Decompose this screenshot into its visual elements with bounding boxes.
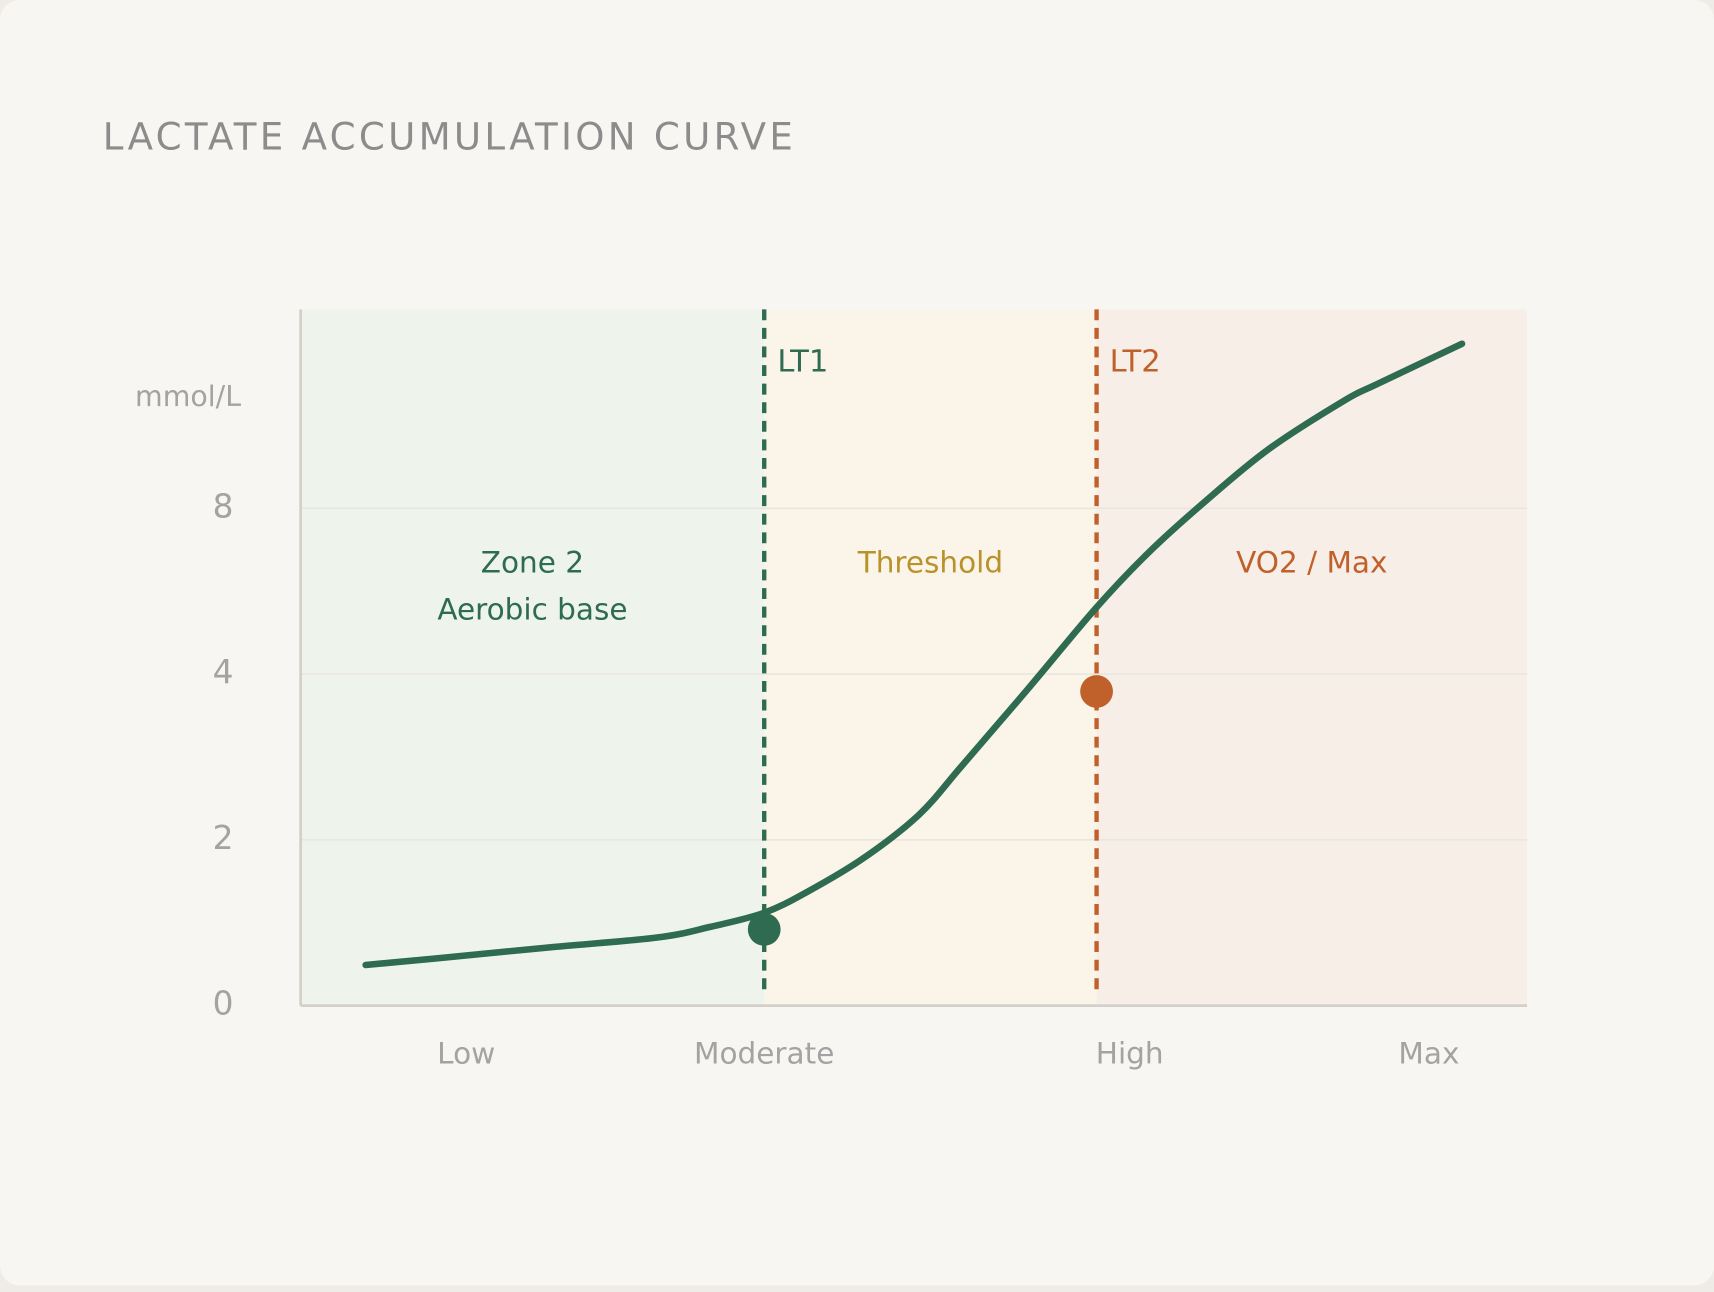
x-tick-label: Low — [437, 1036, 495, 1070]
threshold-label: LT2 — [1110, 344, 1161, 379]
zone — [300, 309, 765, 1006]
y-tick-label: 0 — [213, 985, 234, 1023]
threshold-point — [1080, 675, 1113, 708]
threshold-point — [747, 912, 781, 946]
threshold-label: LT1 — [777, 344, 828, 379]
zone-label: Zone 2 — [481, 546, 584, 580]
zone — [764, 309, 1097, 1006]
y-tick-label: 8 — [213, 487, 234, 525]
zone-label: Threshold — [857, 546, 1003, 580]
y-tick-label: 2 — [213, 819, 234, 857]
y-tick-label: 4 — [213, 653, 234, 691]
x-tick-label: High — [1096, 1036, 1164, 1070]
y-axis-label: mmol/L — [135, 380, 241, 413]
x-tick-label: Max — [1398, 1036, 1459, 1070]
x-tick-label: Moderate — [694, 1036, 834, 1070]
zone — [1096, 309, 1528, 1006]
lactate-curve — [362, 340, 1466, 969]
zone-label: VO2 / Max — [1236, 546, 1387, 580]
chart-title: LACTATE ACCUMULATION CURVE — [103, 115, 796, 158]
zone-label: Aerobic base — [437, 593, 627, 627]
